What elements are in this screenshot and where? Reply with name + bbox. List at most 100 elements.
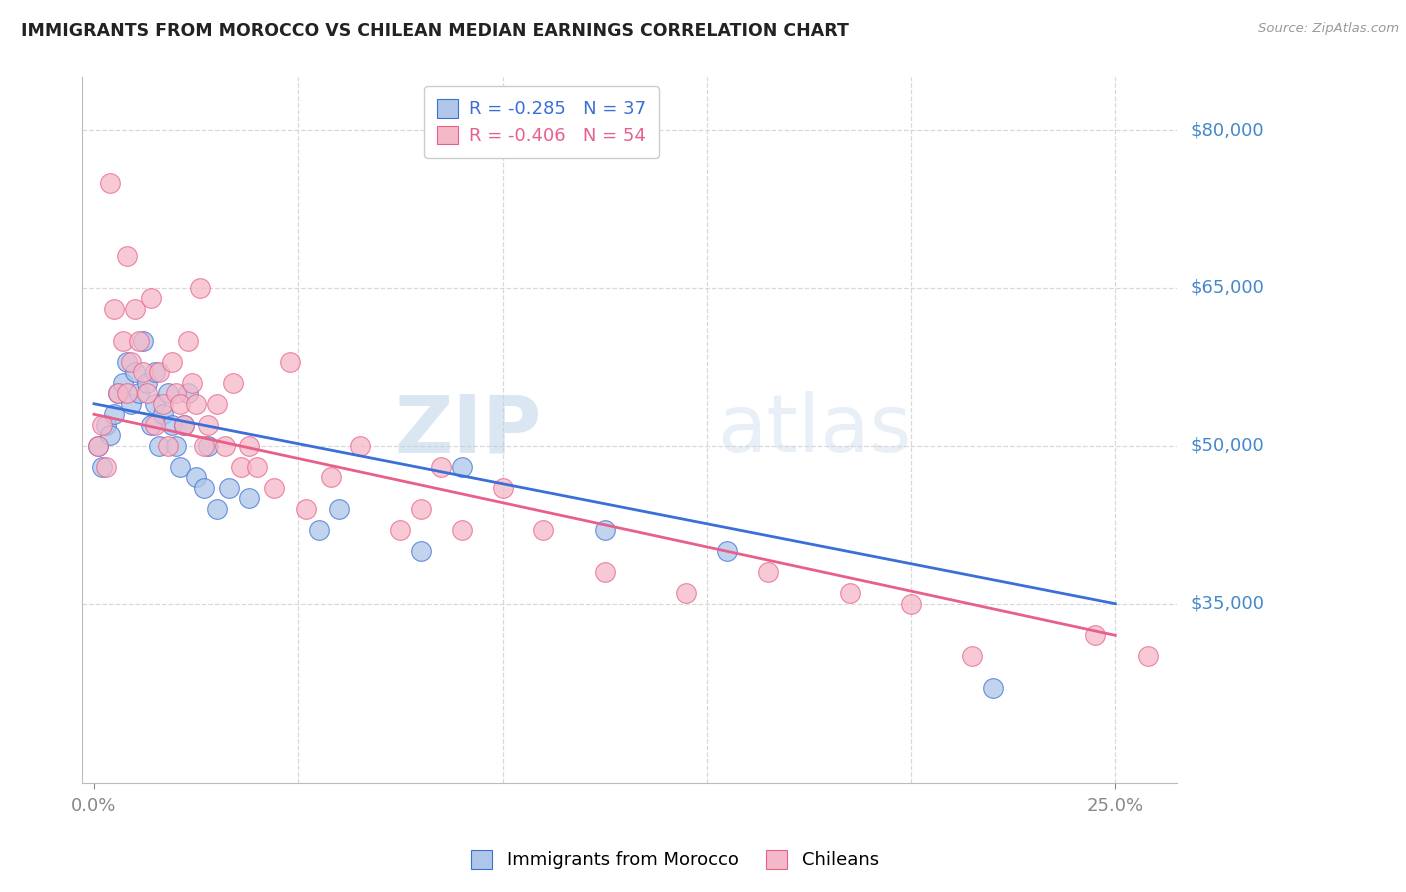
- Point: [148, 365, 170, 379]
- Text: $80,000: $80,000: [1191, 121, 1264, 139]
- Legend: R = -0.285   N = 37, R = -0.406   N = 54: R = -0.285 N = 37, R = -0.406 N = 54: [425, 87, 659, 158]
- Point: [593, 565, 616, 579]
- Point: [169, 397, 191, 411]
- Point: [87, 439, 110, 453]
- Point: [389, 523, 412, 537]
- Point: [124, 365, 146, 379]
- Point: [87, 439, 110, 453]
- Point: [165, 439, 187, 453]
- Point: [169, 459, 191, 474]
- Point: [165, 386, 187, 401]
- Point: [205, 502, 228, 516]
- Point: [222, 376, 245, 390]
- Point: [229, 459, 252, 474]
- Point: [593, 523, 616, 537]
- Text: Source: ZipAtlas.com: Source: ZipAtlas.com: [1258, 22, 1399, 36]
- Point: [107, 386, 129, 401]
- Point: [111, 334, 134, 348]
- Point: [115, 249, 138, 263]
- Point: [205, 397, 228, 411]
- Point: [160, 417, 183, 432]
- Point: [132, 365, 155, 379]
- Point: [193, 439, 215, 453]
- Point: [152, 397, 174, 411]
- Point: [177, 386, 200, 401]
- Point: [756, 565, 779, 579]
- Point: [197, 417, 219, 432]
- Point: [128, 334, 150, 348]
- Point: [218, 481, 240, 495]
- Point: [156, 386, 179, 401]
- Point: [103, 301, 125, 316]
- Point: [115, 386, 138, 401]
- Point: [96, 417, 118, 432]
- Point: [173, 417, 195, 432]
- Point: [263, 481, 285, 495]
- Point: [98, 428, 121, 442]
- Point: [319, 470, 342, 484]
- Point: [184, 470, 207, 484]
- Legend: Immigrants from Morocco, Chileans: Immigrants from Morocco, Chileans: [461, 841, 889, 879]
- Point: [981, 681, 1004, 695]
- Point: [120, 397, 142, 411]
- Point: [491, 481, 513, 495]
- Point: [450, 459, 472, 474]
- Point: [96, 459, 118, 474]
- Point: [98, 176, 121, 190]
- Point: [900, 597, 922, 611]
- Point: [238, 491, 260, 506]
- Point: [214, 439, 236, 453]
- Point: [962, 649, 984, 664]
- Point: [143, 365, 166, 379]
- Point: [197, 439, 219, 453]
- Point: [278, 354, 301, 368]
- Point: [531, 523, 554, 537]
- Point: [238, 439, 260, 453]
- Text: $35,000: $35,000: [1191, 595, 1264, 613]
- Point: [181, 376, 204, 390]
- Point: [430, 459, 453, 474]
- Point: [91, 417, 114, 432]
- Point: [328, 502, 350, 516]
- Point: [141, 417, 163, 432]
- Point: [124, 301, 146, 316]
- Point: [136, 386, 159, 401]
- Point: [838, 586, 860, 600]
- Point: [160, 354, 183, 368]
- Point: [1136, 649, 1159, 664]
- Point: [246, 459, 269, 474]
- Point: [177, 334, 200, 348]
- Point: [143, 417, 166, 432]
- Text: $65,000: $65,000: [1191, 279, 1264, 297]
- Point: [111, 376, 134, 390]
- Point: [349, 439, 371, 453]
- Point: [1084, 628, 1107, 642]
- Point: [409, 502, 432, 516]
- Point: [188, 281, 211, 295]
- Point: [295, 502, 318, 516]
- Point: [450, 523, 472, 537]
- Point: [136, 376, 159, 390]
- Point: [103, 407, 125, 421]
- Point: [128, 386, 150, 401]
- Point: [173, 417, 195, 432]
- Text: IMMIGRANTS FROM MOROCCO VS CHILEAN MEDIAN EARNINGS CORRELATION CHART: IMMIGRANTS FROM MOROCCO VS CHILEAN MEDIA…: [21, 22, 849, 40]
- Point: [107, 386, 129, 401]
- Point: [193, 481, 215, 495]
- Point: [675, 586, 697, 600]
- Point: [120, 354, 142, 368]
- Point: [143, 397, 166, 411]
- Point: [716, 544, 738, 558]
- Point: [308, 523, 330, 537]
- Point: [115, 354, 138, 368]
- Point: [91, 459, 114, 474]
- Text: ZIP: ZIP: [394, 391, 541, 469]
- Point: [409, 544, 432, 558]
- Point: [184, 397, 207, 411]
- Point: [152, 407, 174, 421]
- Text: $50,000: $50,000: [1191, 437, 1264, 455]
- Text: atlas: atlas: [717, 391, 911, 469]
- Point: [148, 439, 170, 453]
- Point: [132, 334, 155, 348]
- Point: [141, 292, 163, 306]
